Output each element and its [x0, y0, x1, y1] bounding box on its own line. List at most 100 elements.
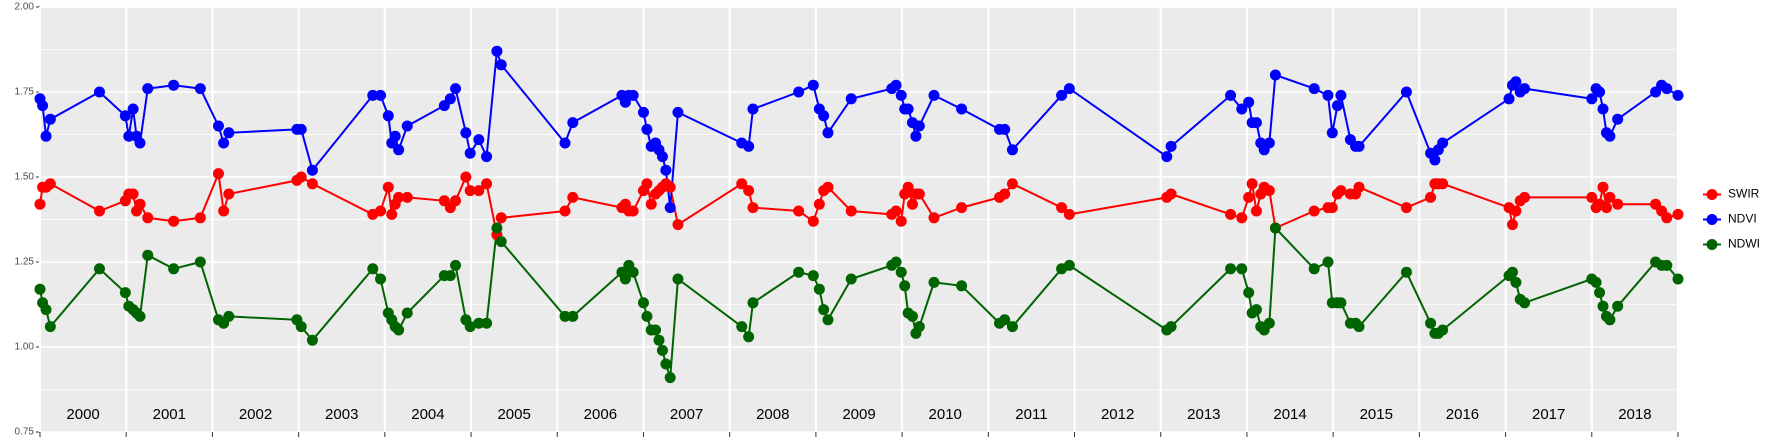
year-label: 2005 — [497, 406, 530, 423]
data-point — [890, 256, 902, 268]
data-point — [1308, 263, 1320, 275]
data-point — [641, 310, 653, 322]
data-point — [845, 273, 857, 285]
data-point — [956, 202, 968, 214]
data-point — [1063, 83, 1075, 95]
data-point — [375, 89, 387, 101]
data-point — [212, 168, 224, 180]
data-point — [895, 266, 907, 278]
data-point — [1165, 188, 1177, 200]
data-point — [1519, 191, 1531, 203]
y-tick-label: 2.00 — [15, 2, 35, 13]
data-point — [999, 188, 1011, 200]
data-point — [464, 185, 476, 197]
data-point — [1425, 317, 1437, 329]
data-point — [93, 86, 105, 98]
data-point — [134, 137, 146, 149]
data-point — [928, 89, 940, 101]
legend-label: NDWI — [1728, 237, 1760, 251]
data-point — [1590, 276, 1602, 288]
data-point — [1269, 222, 1281, 234]
data-point — [389, 130, 401, 142]
data-point — [1225, 263, 1237, 275]
data-point — [168, 79, 180, 91]
data-point — [1063, 259, 1075, 271]
data-point — [664, 181, 676, 193]
data-point — [1308, 83, 1320, 95]
data-point — [793, 266, 805, 278]
data-point — [1063, 208, 1075, 220]
year-label: 2013 — [1187, 406, 1220, 423]
data-point — [807, 79, 819, 91]
legend-key — [1706, 189, 1718, 200]
data-point — [1250, 117, 1262, 129]
data-point — [650, 324, 662, 336]
data-point — [559, 205, 571, 217]
year-label: 2003 — [325, 406, 358, 423]
data-point — [813, 283, 825, 295]
data-point — [1263, 317, 1275, 329]
data-point — [1597, 103, 1609, 115]
year-label: 2012 — [1101, 406, 1134, 423]
data-point — [1225, 208, 1237, 220]
data-point — [1510, 76, 1522, 88]
data-point — [1006, 178, 1018, 190]
data-point — [999, 314, 1011, 326]
data-point — [168, 263, 180, 275]
data-point — [1263, 137, 1275, 149]
data-point — [218, 137, 230, 149]
data-point — [44, 321, 56, 333]
data-point — [119, 110, 131, 122]
year-label: 2014 — [1273, 406, 1306, 423]
data-point — [899, 280, 911, 292]
data-point — [1006, 321, 1018, 333]
year-label: 2002 — [239, 406, 272, 423]
data-point — [40, 130, 52, 142]
data-point — [367, 263, 379, 275]
data-point — [928, 212, 940, 224]
data-point — [664, 372, 676, 384]
data-point — [1586, 191, 1598, 203]
y-tick-label: 1.00 — [15, 342, 35, 353]
data-point — [306, 334, 318, 346]
data-point — [1510, 205, 1522, 217]
data-point — [1335, 89, 1347, 101]
data-point — [641, 178, 653, 190]
data-point — [481, 178, 493, 190]
data-point — [37, 100, 49, 112]
data-point — [306, 178, 318, 190]
data-point — [295, 321, 307, 333]
data-point — [464, 147, 476, 159]
data-point — [906, 310, 918, 322]
data-point — [1661, 212, 1673, 224]
data-point — [895, 89, 907, 101]
data-point — [619, 273, 631, 285]
data-point — [223, 188, 235, 200]
year-label: 2017 — [1532, 406, 1565, 423]
data-point — [999, 123, 1011, 135]
data-point — [460, 171, 472, 183]
data-point — [1269, 69, 1281, 81]
data-point — [450, 195, 462, 207]
data-point — [393, 191, 405, 203]
data-point — [913, 188, 925, 200]
data-point — [473, 134, 485, 146]
data-point — [401, 191, 413, 203]
data-point — [627, 266, 639, 278]
data-point — [1331, 100, 1343, 112]
data-point — [567, 310, 579, 322]
data-point — [1672, 273, 1684, 285]
data-point — [194, 256, 206, 268]
data-point — [495, 212, 507, 224]
data-point — [1243, 96, 1255, 108]
data-point — [491, 222, 503, 234]
year-label: 2016 — [1446, 406, 1479, 423]
data-point — [660, 164, 672, 176]
data-point — [637, 106, 649, 118]
data-point — [444, 270, 456, 282]
data-point — [1263, 185, 1275, 197]
data-point — [44, 113, 56, 125]
data-point — [1661, 83, 1673, 95]
data-point — [1661, 259, 1673, 271]
data-point — [127, 188, 139, 200]
